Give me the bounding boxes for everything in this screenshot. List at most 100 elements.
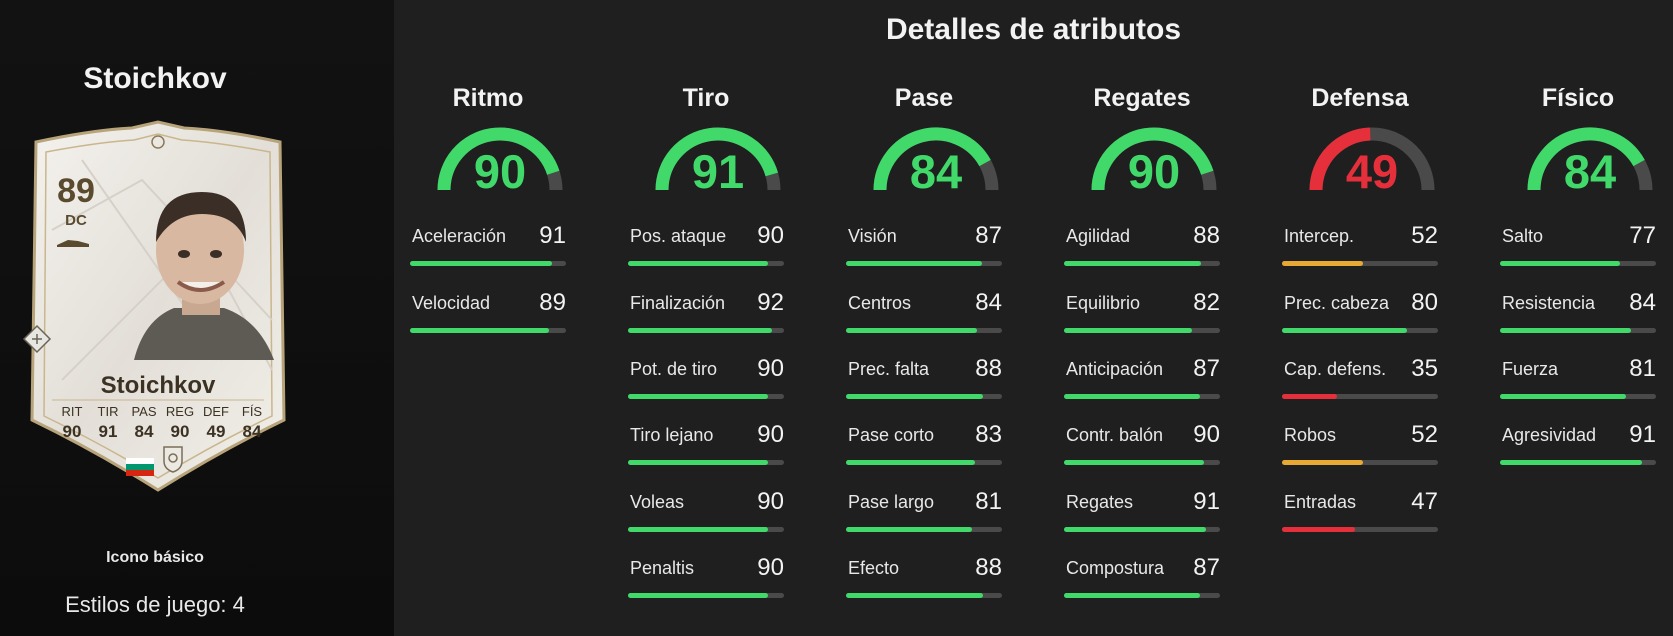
attribute-row[interactable]: Visión 87: [846, 222, 1002, 270]
attribute-bar-track: [1064, 328, 1220, 333]
player-name: Stoichkov: [83, 62, 227, 95]
attribute-bar-fill: [1064, 460, 1205, 465]
card-stat-value: 84: [242, 422, 262, 441]
attribute-row[interactable]: Anticipación 87: [1064, 355, 1220, 403]
attribute-row[interactable]: Pase corto 83: [846, 421, 1002, 469]
attribute-bar-fill: [1282, 261, 1364, 266]
attribute-bar-fill: [1064, 527, 1206, 532]
attribute-bar-track: [1500, 460, 1656, 465]
attribute-row[interactable]: Compostura 87: [1064, 554, 1220, 602]
player-panel: Stoichkov 89 DC: [0, 0, 394, 636]
category-gauge: [1091, 127, 1217, 191]
attribute-value: 91: [539, 222, 566, 249]
attribute-row[interactable]: Penaltis 90: [628, 554, 784, 602]
attribute-name: Intercep.: [1284, 226, 1355, 246]
card-stat-label: FÍS: [241, 404, 263, 419]
attribute-value: 90: [757, 355, 784, 382]
attribute-name: Anticipación: [1066, 359, 1164, 379]
card-stats: RIT 90 TIR 91 PAS 84 REG 90 DEF 49 FÍS 84: [56, 404, 268, 442]
attribute-value: 91: [1193, 488, 1220, 515]
card-stat-label: REG: [165, 404, 195, 419]
attribute-row[interactable]: Fuerza 81: [1500, 355, 1656, 403]
attribute-value: 52: [1411, 222, 1438, 249]
attribute-row[interactable]: Cap. defens. 35: [1282, 355, 1438, 403]
attribute-value: 90: [757, 222, 784, 249]
attribute-bar-fill: [1064, 593, 1200, 598]
attribute-bar-fill: [628, 593, 769, 598]
attribute-value: 77: [1629, 222, 1656, 249]
category-rating: 90: [1127, 145, 1181, 198]
player-card[interactable]: 89 DC Stoichkov RIT 90 TIR 91 PAS 84 REG 90 …: [22, 120, 294, 492]
card-stat: DEF 49: [200, 404, 232, 442]
card-stat-value: 90: [62, 422, 82, 441]
attribute-row[interactable]: Entradas 47: [1282, 488, 1438, 536]
attribute-bar-fill: [628, 261, 769, 266]
card-stat: FÍS 84: [236, 404, 268, 442]
attribute-bar-fill: [1064, 261, 1202, 266]
attribute-bar-track: [846, 460, 1002, 465]
attribute-bar-fill: [846, 261, 982, 266]
attribute-row[interactable]: Pase largo 81: [846, 488, 1002, 536]
attribute-row[interactable]: Contr. balón 90: [1064, 421, 1220, 469]
attribute-name: Prec. falta: [848, 359, 930, 379]
card-stat: PAS 84: [128, 404, 160, 442]
category-name: Defensa: [1311, 84, 1409, 112]
attribute-name: Pase largo: [848, 492, 935, 512]
attribute-row[interactable]: Resistencia 84: [1500, 289, 1656, 337]
attribute-row[interactable]: Regates 91: [1064, 488, 1220, 536]
attribute-row[interactable]: Equilibrio 82: [1064, 289, 1220, 337]
attribute-value: 81: [975, 488, 1002, 515]
attribute-row[interactable]: Pot. de tiro 90: [628, 355, 784, 403]
attribute-row[interactable]: Velocidad 89: [410, 289, 566, 337]
attribute-bar-fill: [1282, 394, 1337, 399]
attribute-row[interactable]: Aceleración 91: [410, 222, 566, 270]
attribute-bar-track: [1282, 460, 1438, 465]
attribute-name: Agresividad: [1502, 425, 1597, 445]
attribute-name: Efecto: [848, 558, 900, 578]
attribute-row[interactable]: Centros 84: [846, 289, 1002, 337]
attribute-value: 35: [1411, 355, 1438, 382]
card-stat-label: TIR: [97, 404, 119, 419]
gauge-fill: [1091, 127, 1214, 191]
category-3: Regates 90 Agilidad 88 Equilibrio 82 Anticipac…: [1064, 0, 1220, 636]
attribute-name: Robos: [1284, 425, 1337, 445]
attribute-value: 91: [1629, 421, 1656, 448]
attribute-row[interactable]: Finalización 92: [628, 289, 784, 337]
attribute-bar-track: [846, 261, 1002, 266]
bulgaria-flag-icon: [126, 458, 154, 476]
card-stat-value: 49: [206, 422, 226, 441]
attribute-row[interactable]: Intercep. 52: [1282, 222, 1438, 270]
attribute-row[interactable]: Pos. ataque 90: [628, 222, 784, 270]
attribute-name: Contr. balón: [1066, 425, 1164, 445]
attribute-bar-track: [628, 328, 784, 333]
attribute-row[interactable]: Agresividad 91: [1500, 421, 1656, 469]
category-rating: 84: [1563, 145, 1617, 198]
attribute-bar-fill: [1500, 328, 1632, 333]
attribute-name: Compostura: [1066, 558, 1165, 578]
category-name: Ritmo: [452, 84, 524, 112]
attribute-bar-fill: [846, 328, 978, 333]
attribute-row[interactable]: Agilidad 88: [1064, 222, 1220, 270]
category-name: Regates: [1093, 84, 1191, 112]
attribute-row[interactable]: Prec. falta 88: [846, 355, 1002, 403]
card-position: DC: [65, 212, 87, 229]
card-stat-value: 84: [134, 422, 154, 441]
attribute-bar-fill: [410, 328, 549, 333]
attribute-bar-fill: [1282, 328, 1407, 333]
category-rating: 90: [473, 145, 527, 198]
category-4: Defensa 49 Intercep. 52 Prec. cabeza 80 Cap. d…: [1282, 0, 1438, 636]
attribute-row[interactable]: Tiro lejano 90: [628, 421, 784, 469]
attribute-row[interactable]: Voleas 90: [628, 488, 784, 536]
attribute-value: 88: [975, 554, 1002, 581]
player-portrait: [134, 192, 274, 360]
gauge-fill: [437, 127, 560, 191]
attribute-bar-track: [628, 527, 784, 532]
attribute-bar-fill: [410, 261, 552, 266]
card-stat-label: PAS: [131, 404, 157, 419]
attribute-bar-fill: [846, 593, 984, 598]
attribute-row[interactable]: Robos 52: [1282, 421, 1438, 469]
playstyles-count[interactable]: Estilos de juego: 4: [65, 592, 245, 617]
attribute-row[interactable]: Efecto 88: [846, 554, 1002, 602]
attribute-row[interactable]: Salto 77: [1500, 222, 1656, 270]
attribute-row[interactable]: Prec. cabeza 80: [1282, 289, 1438, 337]
